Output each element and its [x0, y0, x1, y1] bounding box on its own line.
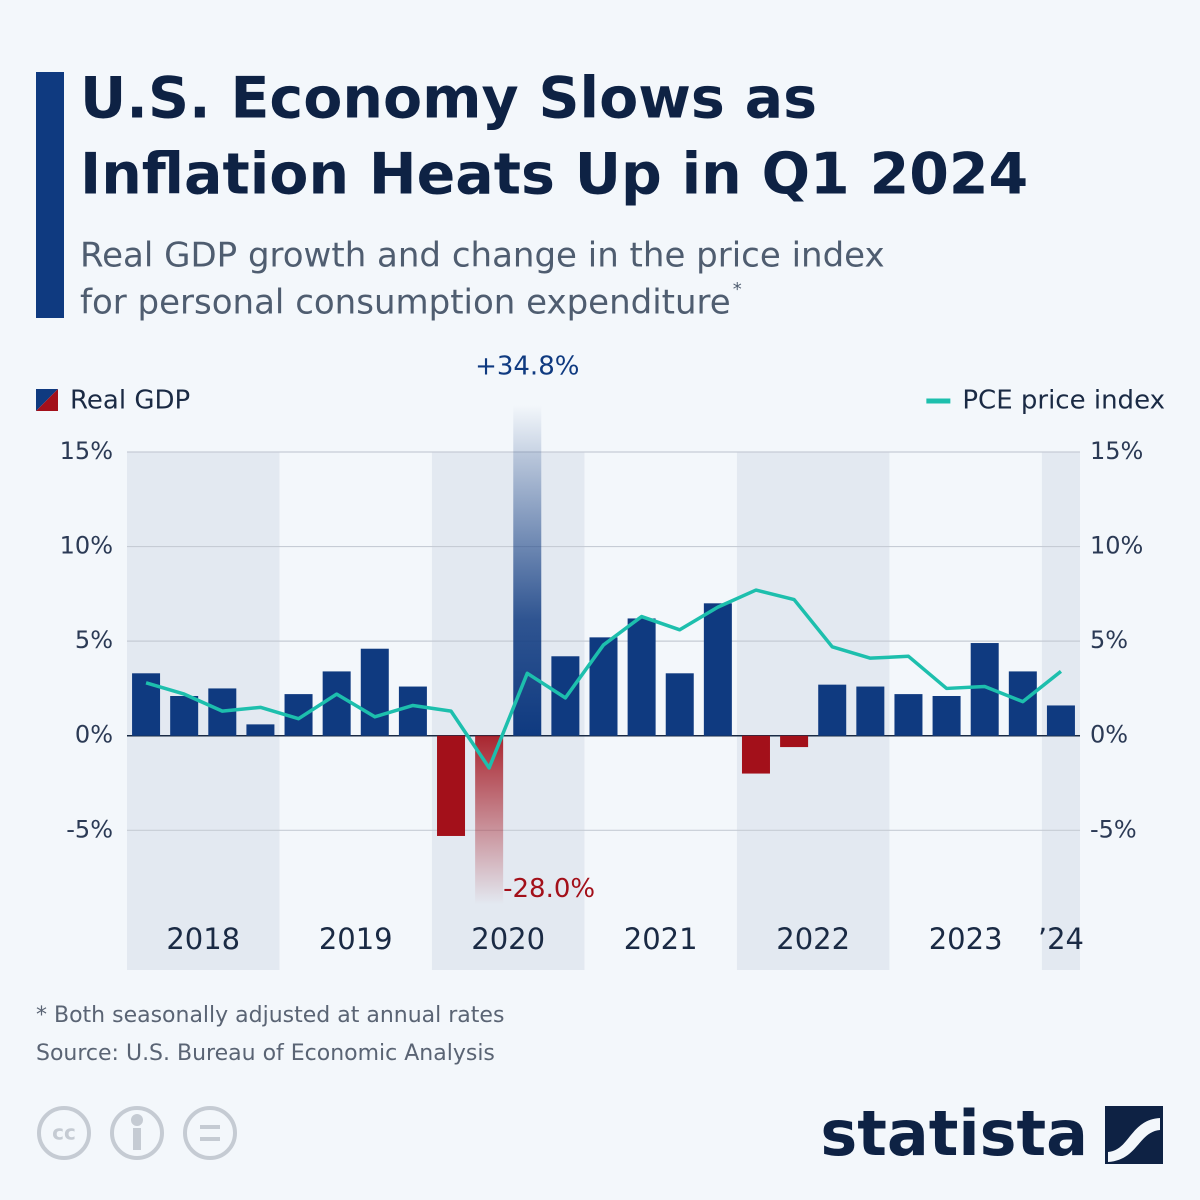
y-tick-label: 15%	[60, 437, 113, 465]
title: Inflation Heats Up in Q1 2024	[80, 142, 1028, 208]
y-tick-label: 0%	[75, 721, 113, 749]
x-tick-label: 2021	[624, 922, 698, 956]
bar	[665, 673, 694, 736]
bar	[437, 735, 466, 836]
bar	[1008, 671, 1037, 736]
bar	[246, 724, 275, 736]
x-tick-label: 2019	[319, 922, 393, 956]
line	[145, 588, 1063, 770]
plot: 2018 2019 2020 2021 2022 2023 ’24 -5% 0% 5% 10% 15%…	[36, 352, 1165, 970]
y2-tick-label: 5%	[1090, 626, 1128, 654]
bar	[513, 405, 542, 736]
x-tick-label: 2018	[166, 922, 240, 956]
subtitle: for personal consumption expenditure	[80, 283, 731, 323]
svg-text:cc: cc	[52, 1121, 76, 1145]
x-tick-label: 2020	[471, 922, 545, 956]
y2-tick-label: -5%	[1090, 815, 1137, 843]
bar	[170, 696, 199, 736]
value-label: +34.8%	[475, 352, 579, 382]
source: Source: U.S. Bureau of Economic Analysis	[36, 1041, 495, 1066]
license-icons: cc	[37, 1106, 237, 1160]
bar	[322, 671, 351, 736]
bar	[360, 648, 389, 736]
x-tick-label: 2023	[929, 922, 1003, 956]
bar	[741, 735, 770, 774]
y-tick-label: -5%	[66, 815, 113, 843]
bar	[627, 618, 656, 736]
bar	[818, 684, 847, 736]
title-accent	[36, 72, 64, 318]
subtitle-marker: *	[733, 279, 742, 300]
bar	[856, 686, 885, 736]
value-label: -28.0%	[503, 874, 595, 904]
brand-icon	[1105, 1106, 1163, 1164]
y-tick-label: 10%	[60, 532, 113, 560]
y2-tick-label: 15%	[1090, 437, 1143, 465]
y-tick-label: 5%	[75, 626, 113, 654]
brand: statista	[820, 1097, 1088, 1170]
legend-swatch	[36, 389, 58, 411]
x-tick-label: 2022	[776, 922, 850, 956]
bar	[589, 637, 618, 736]
bar	[1046, 705, 1075, 736]
bar	[932, 696, 961, 736]
subtitle: Real GDP growth and change in the price …	[80, 236, 885, 276]
bar	[894, 694, 923, 736]
y2-tick-label: 0%	[1090, 721, 1128, 749]
bar	[398, 686, 427, 736]
legend-label: Real GDP	[70, 386, 190, 416]
bar	[703, 603, 732, 736]
y2-tick-label: 10%	[1090, 532, 1143, 560]
x-tick-label: ’24	[1038, 922, 1084, 956]
bar	[780, 735, 809, 748]
title: U.S. Economy Slows as	[80, 66, 817, 132]
bar	[475, 735, 504, 905]
footnote: * Both seasonally adjusted at annual rat…	[36, 1003, 504, 1028]
bar	[132, 673, 161, 736]
legend-label: PCE price index	[962, 386, 1165, 416]
